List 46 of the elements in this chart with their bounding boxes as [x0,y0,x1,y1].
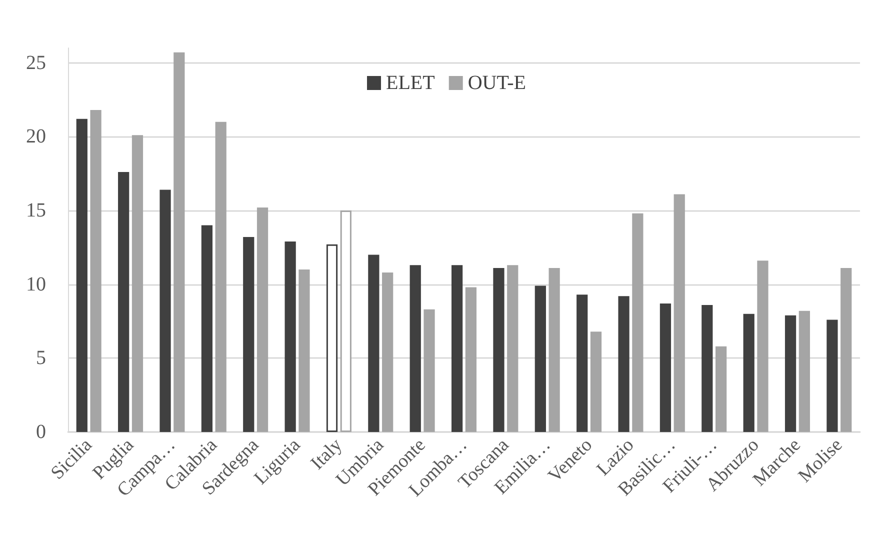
bar [368,254,380,432]
bar [284,241,296,432]
y-tick-label: 20 [26,126,46,148]
bar [118,172,130,432]
bar [715,346,727,432]
bar [298,270,310,432]
legend-label: OUT-E [468,72,526,94]
y-tick-label: 25 [26,52,46,74]
bar [702,304,713,432]
bar [576,294,588,432]
bar [451,265,463,432]
bar [160,190,171,432]
y-tick-label: 5 [36,347,46,370]
bar [743,314,754,432]
y-tick-label: 10 [26,273,46,296]
bar [132,135,144,432]
bar [76,118,88,432]
y-tick-label: 0 [36,421,46,443]
bar [465,287,477,432]
bar [660,304,672,432]
bar [410,265,421,432]
bar [326,244,338,432]
bar [674,194,685,432]
bar [90,110,102,432]
bar [826,320,838,432]
bar [632,213,644,432]
bar [548,268,560,432]
bar [382,272,394,432]
bar [243,237,254,432]
y-tick-label: 15 [26,199,46,222]
bar [201,225,213,432]
legend-label: ELET [386,72,435,94]
bar [493,268,504,432]
bar [618,296,630,432]
bar [840,268,852,432]
bar [784,315,796,432]
bar [757,260,768,432]
bar [174,52,185,432]
bar [215,122,226,432]
bar [507,265,518,432]
bar [424,309,435,432]
bar [256,208,268,432]
bar [590,332,602,432]
bar [340,210,352,432]
bar [534,286,546,432]
bar [798,310,810,432]
